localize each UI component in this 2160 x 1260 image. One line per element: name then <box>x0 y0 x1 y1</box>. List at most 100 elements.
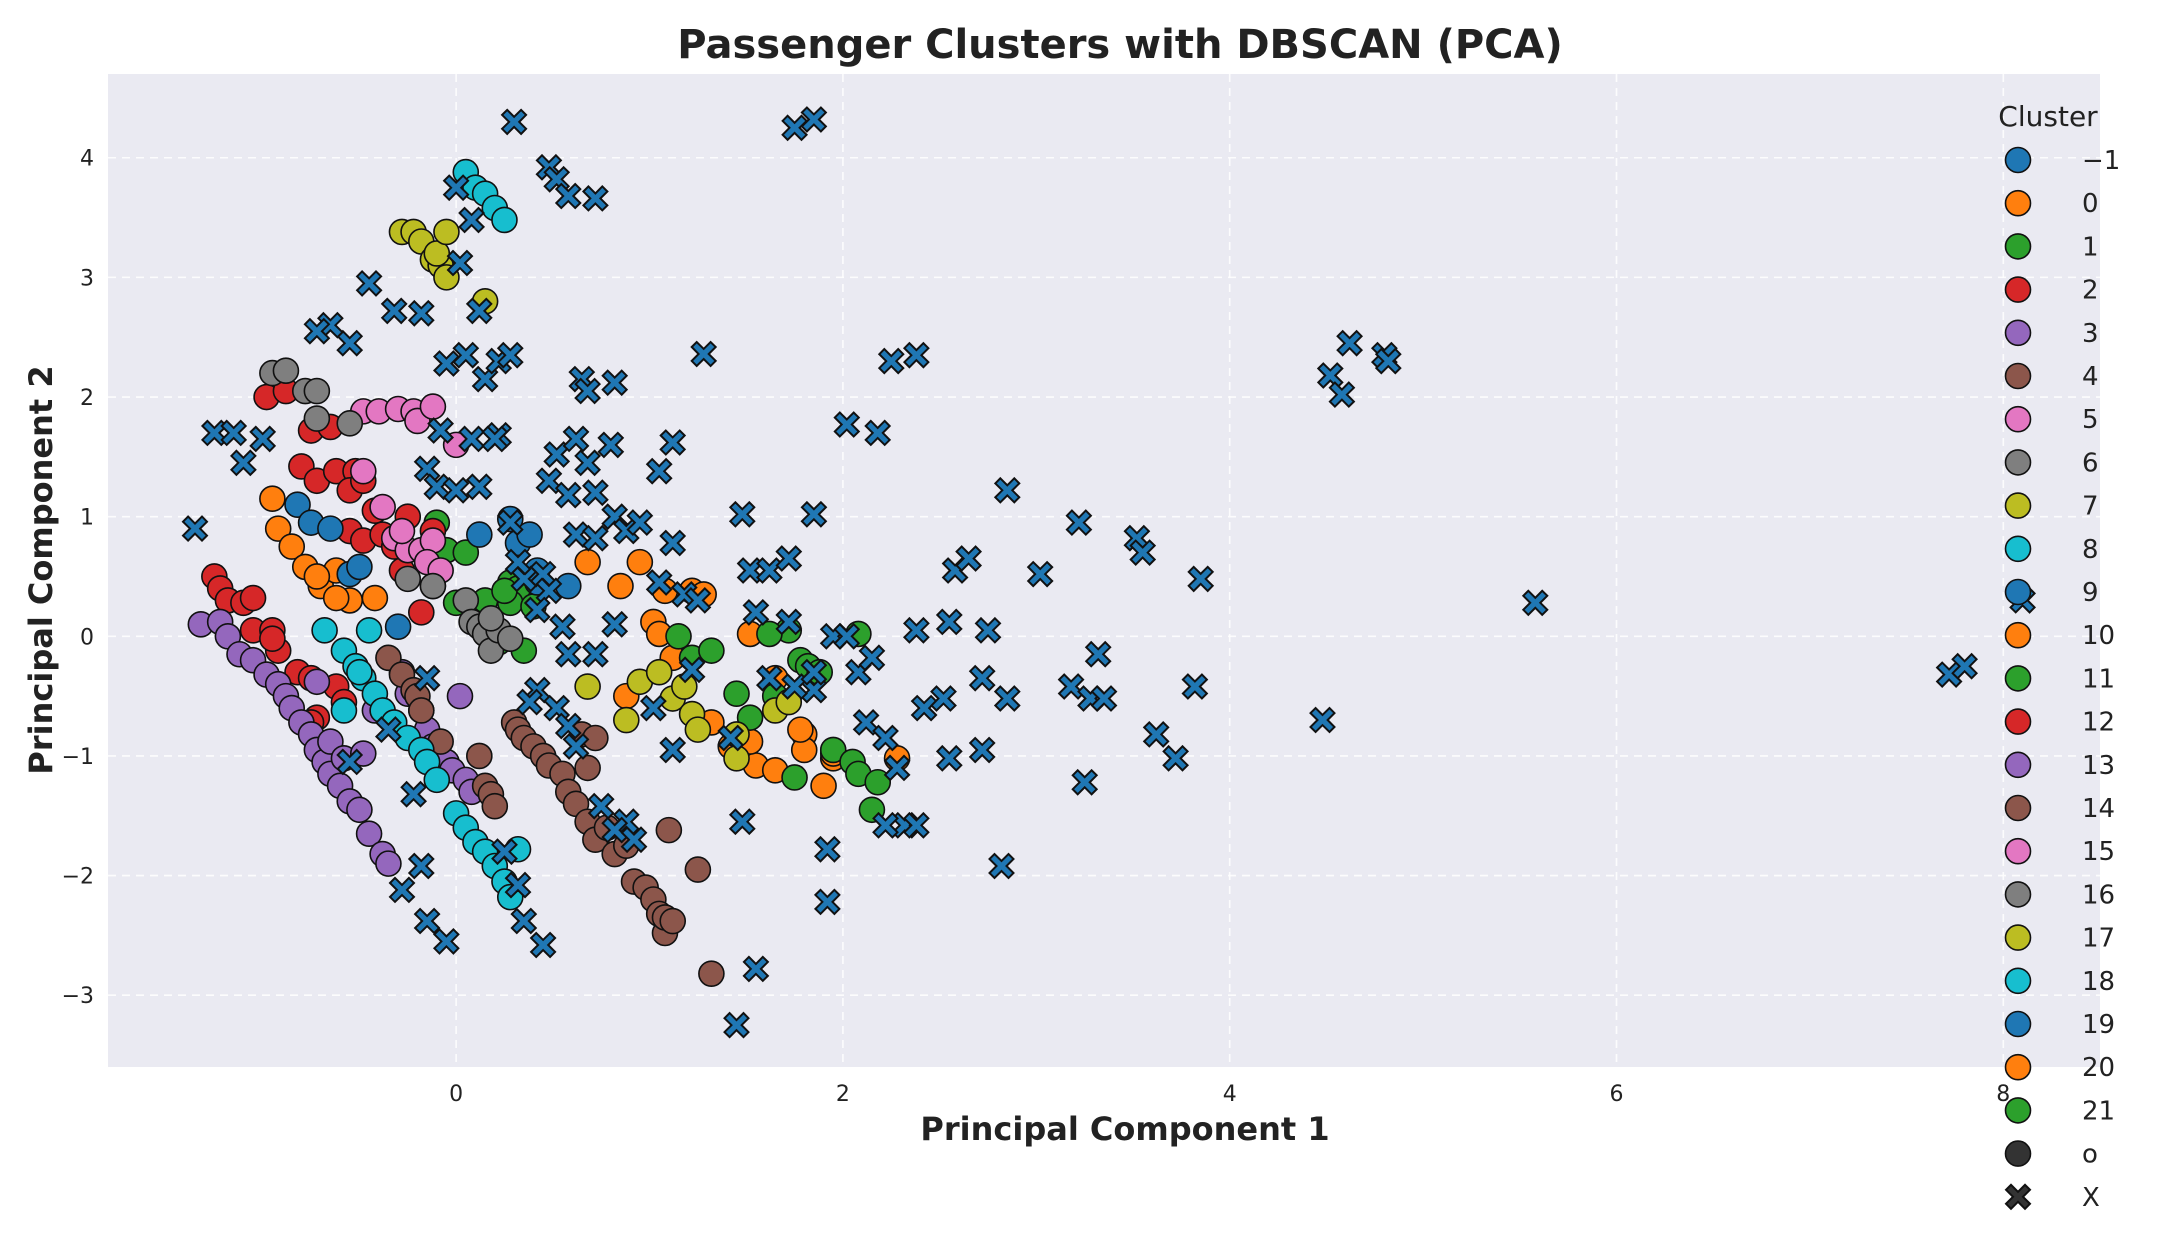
noise-point <box>465 297 493 325</box>
noise-point <box>1129 539 1157 567</box>
noise-point <box>717 724 745 752</box>
tick-labels: 0 2 4 6 8 −3 −2 −1 0 1 2 3 4 <box>62 147 2011 1107</box>
cluster-point <box>446 682 474 710</box>
legend-entry: 16 <box>2004 880 2115 910</box>
legend-label: 0 <box>2082 189 2099 219</box>
legend-label: 10 <box>2082 621 2115 651</box>
legend-entry: 9 <box>2004 578 2099 608</box>
noise-point <box>684 586 712 614</box>
noise-point <box>800 658 828 686</box>
cluster-point <box>303 563 331 590</box>
noise-point <box>1328 381 1356 409</box>
noise-point <box>645 457 673 485</box>
legend-label: 8 <box>2082 535 2099 565</box>
legend-marker <box>2004 492 2032 519</box>
legend-entry: 11 <box>2004 664 2115 694</box>
noise-point <box>496 509 524 537</box>
cluster-point <box>481 792 509 820</box>
noise-point <box>500 108 528 136</box>
noise-point <box>993 476 1021 504</box>
noise-point <box>1187 565 1215 593</box>
cluster-point <box>659 907 687 935</box>
legend-marker <box>2004 535 2032 563</box>
cluster-point <box>346 553 373 581</box>
noise-point <box>781 673 809 700</box>
noise-point <box>993 685 1021 712</box>
legend-marker <box>2004 578 2032 606</box>
legend-entry: 7 <box>2004 492 2099 522</box>
noise-point <box>249 425 277 453</box>
noise-point <box>601 369 629 397</box>
cluster-point <box>408 697 435 724</box>
legend-label: X <box>2082 1183 2100 1213</box>
cluster-point <box>272 357 300 385</box>
cluster-point <box>239 584 267 612</box>
noise-point <box>775 608 803 636</box>
cluster-point <box>433 218 460 246</box>
cluster-point <box>311 617 338 644</box>
noise-point <box>728 500 756 528</box>
noise-point <box>581 184 609 212</box>
noise-point <box>504 871 532 899</box>
noise-point <box>659 429 687 456</box>
cluster-point <box>346 796 373 824</box>
noise-point <box>1951 652 1979 680</box>
cluster-point <box>355 617 383 644</box>
cluster-point <box>723 680 750 708</box>
legend-marker <box>2004 924 2032 951</box>
noise-point <box>452 341 480 369</box>
legend-label: 6 <box>2082 448 2099 478</box>
noise-point <box>1026 560 1054 588</box>
y-tick-label: −3 <box>62 984 94 1009</box>
cluster-point <box>346 658 373 686</box>
noise-point <box>413 664 441 692</box>
noise-point <box>872 811 899 839</box>
legend-entry: 15 <box>2004 837 2115 867</box>
cluster-point <box>317 515 344 542</box>
cluster-point <box>491 206 518 234</box>
noise-point <box>833 411 861 438</box>
noise-point <box>935 744 963 772</box>
noise-point <box>955 545 983 572</box>
legend-label: 1 <box>2082 232 2099 262</box>
noise-point <box>1142 720 1170 748</box>
noise-point <box>413 455 441 483</box>
y-tick-label: 0 <box>80 625 94 650</box>
x-tick-label: 8 <box>1996 1082 2010 1107</box>
legend-entry: 1 <box>2004 232 2099 262</box>
cluster-point <box>787 716 814 743</box>
legend-marker <box>2004 621 2032 649</box>
legend-entry: 0 <box>2004 189 2099 219</box>
cluster-point <box>819 736 847 764</box>
noise-point <box>690 340 718 368</box>
cluster-point <box>684 856 712 883</box>
noise-point <box>336 329 364 357</box>
noise-point <box>496 341 524 369</box>
legend-entry: 3 <box>2004 319 2099 349</box>
y-tick-label: 4 <box>80 147 94 172</box>
legend-entry: 19 <box>2004 1010 2115 1040</box>
legend-entry: 17 <box>2004 924 2115 954</box>
legend-entry: 10 <box>2004 621 2115 651</box>
legend-entry: o <box>2004 1140 2098 1170</box>
noise-point <box>597 431 625 459</box>
noise-point <box>574 449 602 477</box>
noise-point <box>400 780 428 808</box>
legend-label: o <box>2082 1140 2098 1170</box>
legend-marker <box>2004 708 2032 735</box>
legend-entry: 21 <box>2004 1096 2115 1126</box>
cluster-point <box>864 768 892 796</box>
noise-point <box>1084 640 1112 668</box>
cluster-point <box>264 515 292 542</box>
legend-label: 15 <box>2082 837 2115 867</box>
noise-point <box>355 269 383 297</box>
cluster-point <box>698 637 725 664</box>
legend-label: 20 <box>2082 1053 2115 1083</box>
y-tick-label: −2 <box>62 865 94 890</box>
noise-point <box>336 748 364 776</box>
noise-point <box>935 608 963 636</box>
legend-label: −1 <box>2082 146 2120 176</box>
cluster-point <box>419 572 447 600</box>
noise-point <box>458 206 486 234</box>
legend-label: 14 <box>2082 794 2115 824</box>
